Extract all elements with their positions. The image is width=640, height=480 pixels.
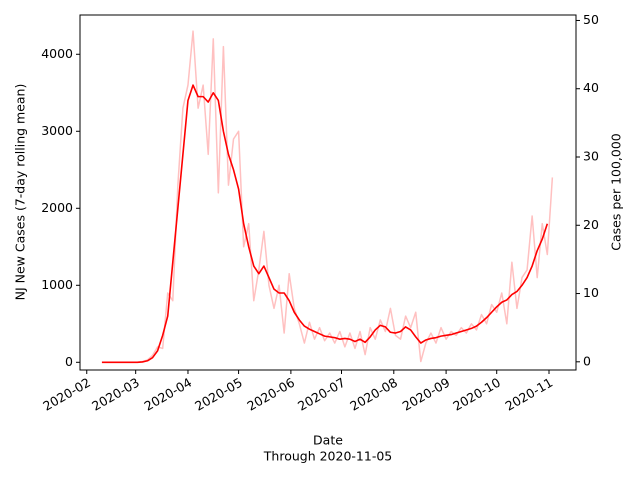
data-line (101, 30, 554, 364)
y2-tick-label: 30 (583, 149, 599, 164)
y2-tick-label: 40 (583, 80, 599, 95)
y2-axis-label: Cases per 100,000 (609, 133, 624, 251)
x-tick-label: 2020-08 (347, 375, 400, 414)
y-axis-label: NJ New Cases (7-day rolling mean) (13, 84, 28, 301)
y2-tick-label: 10 (583, 285, 599, 300)
x-axis-note: Through 2020-11-05 (263, 449, 392, 464)
x-tick-label: 2020-03 (89, 375, 142, 414)
y-tick-label: 1000 (41, 277, 73, 292)
x-tick-label: 2020-04 (141, 375, 194, 414)
x-tick-label: 2020-06 (244, 375, 297, 414)
y-tick-label: 0 (65, 354, 73, 369)
x-tick-label: 2020-05 (192, 375, 245, 414)
x-tick-label: 2020-07 (295, 375, 348, 414)
x-tick-label: 2020-11 (503, 375, 556, 414)
y-tick-label: 3000 (41, 123, 73, 138)
y2-tick-label: 20 (583, 217, 599, 232)
y-tick-label: 4000 (41, 46, 73, 61)
x-tick-label: 2020-09 (400, 375, 453, 414)
y2-tick-label: 0 (583, 353, 591, 368)
x-axis-label: Date (313, 433, 343, 448)
plot-frame (79, 14, 577, 371)
data-line (101, 84, 549, 364)
y-tick-label: 2000 (41, 200, 73, 215)
x-tick-label: 2020-10 (450, 375, 503, 414)
y2-tick-label: 50 (583, 12, 599, 27)
x-tick-label: 2020-02 (40, 375, 93, 414)
